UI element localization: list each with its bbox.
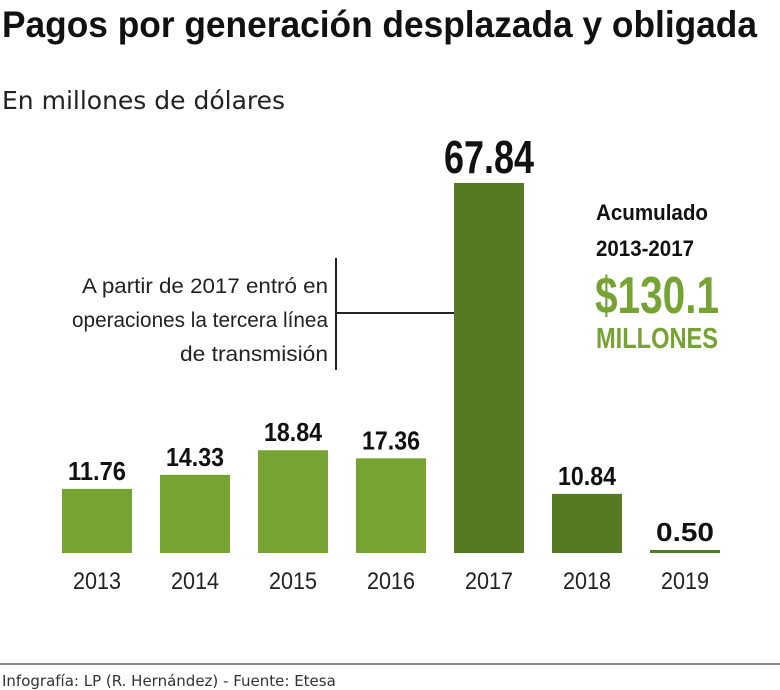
bar-2013 bbox=[62, 488, 132, 553]
data-label-2015: 18.84 bbox=[264, 417, 322, 447]
data-label-2014: 14.33 bbox=[166, 442, 224, 472]
x-tick-label-2013: 2013 bbox=[73, 568, 121, 595]
bar-2019 bbox=[650, 550, 720, 553]
data-label-2016: 17.36 bbox=[362, 425, 420, 455]
data-label-2017: 67.84 bbox=[444, 131, 534, 183]
chart-title: Pagos por generación desplazada y obliga… bbox=[2, 4, 757, 45]
callout: Acumulado 2013-2017 $130.1 MILLONES bbox=[595, 200, 719, 355]
bar-2015 bbox=[258, 450, 328, 553]
annotation-line-1: A partir de 2017 entró en bbox=[82, 275, 328, 298]
data-label-2018: 10.84 bbox=[558, 461, 616, 491]
callout-unit: MILLONES bbox=[596, 323, 718, 355]
callout-amount: $130.1 bbox=[595, 267, 719, 325]
bar-2016 bbox=[356, 458, 426, 553]
bar-2014 bbox=[160, 474, 230, 553]
footer-credit: Infografía: LP (R. Hernández) - Fuente: … bbox=[2, 672, 336, 690]
x-tick-label-2017: 2017 bbox=[465, 568, 513, 595]
x-tick-label-2015: 2015 bbox=[269, 568, 317, 595]
bars: 11.76 2013 14.33 2014 18.84 2015 17.36 2016 67.8… bbox=[62, 131, 720, 595]
x-tick-label-2018: 2018 bbox=[563, 568, 611, 595]
annotation: A partir de 2017 entró en operaciones la… bbox=[72, 258, 454, 370]
data-label-2013: 11.76 bbox=[68, 456, 126, 486]
chart-subtitle: En millones de dólares bbox=[2, 86, 285, 115]
bar-2017 bbox=[454, 183, 524, 553]
callout-line-1: Acumulado bbox=[596, 200, 708, 225]
data-label-2019: 0.50 bbox=[656, 517, 714, 547]
x-tick-label-2016: 2016 bbox=[367, 568, 415, 595]
x-tick-label-2014: 2014 bbox=[171, 568, 219, 595]
annotation-line-3: de transmisión bbox=[180, 343, 328, 366]
x-tick-label-2019: 2019 bbox=[661, 568, 709, 595]
annotation-line-2: operaciones la tercera línea bbox=[72, 309, 328, 332]
bar-2018 bbox=[552, 493, 622, 553]
callout-line-2: 2013-2017 bbox=[596, 236, 694, 261]
